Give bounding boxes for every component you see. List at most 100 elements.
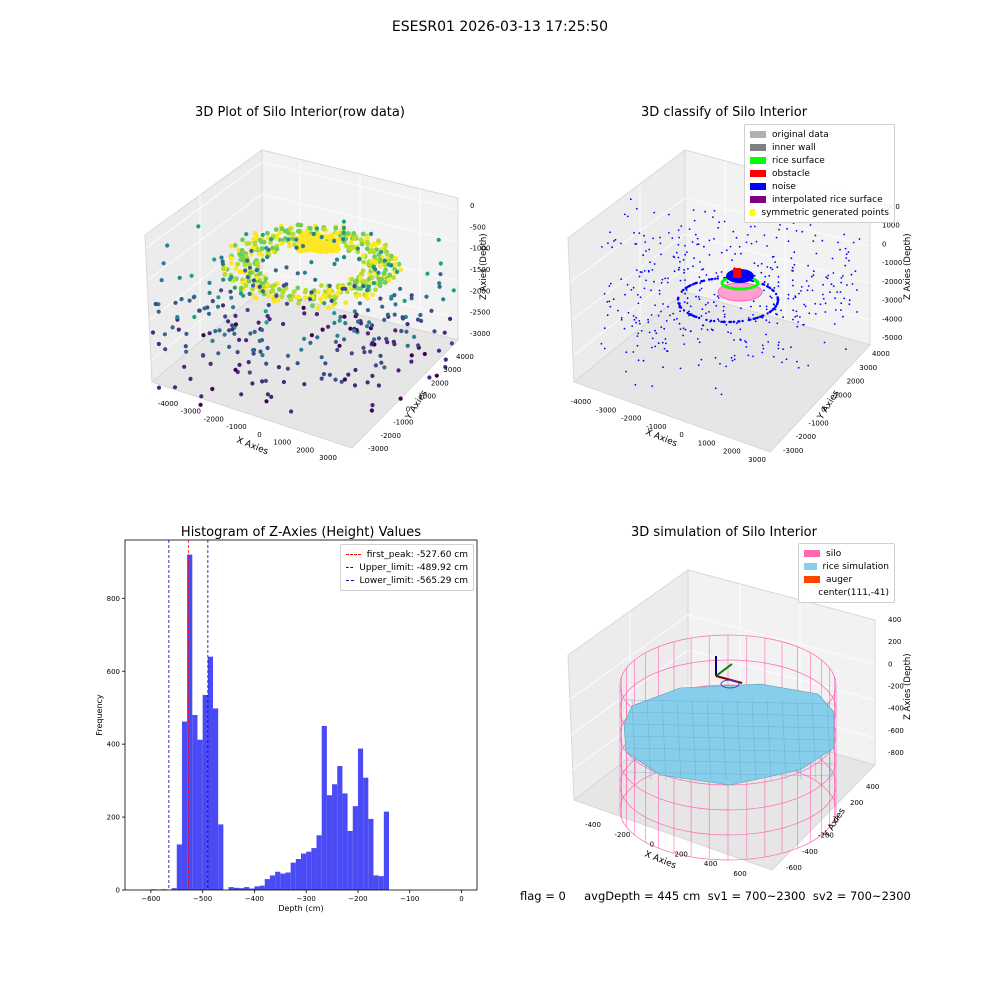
raw-3d-point xyxy=(285,366,290,371)
raw-3d-ytick-label: 4000 xyxy=(456,353,474,361)
raw-3d-point xyxy=(355,249,361,255)
classify-3d-noise-point xyxy=(684,279,686,281)
raw-3d-point xyxy=(352,309,357,314)
classify-3d-noise-point xyxy=(723,313,726,316)
classify-3d-noise-point xyxy=(715,304,718,307)
classify-3d-noise-point xyxy=(716,295,719,297)
legend-swatch-rice-surface xyxy=(750,157,766,164)
simulation-3d-title: 3D simulation of Silo Interior xyxy=(631,525,818,540)
raw-3d-point xyxy=(216,295,221,300)
legend-item-auger: auger xyxy=(804,573,889,586)
classify-3d-noise-point xyxy=(843,233,846,236)
raw-3d-point xyxy=(396,261,402,267)
classify-3d-noise-point xyxy=(669,314,671,317)
classify-3d-noise-point xyxy=(665,342,667,345)
raw-3d-xtick-label: -4000 xyxy=(158,400,178,408)
classify-3d-ytick-label: -3000 xyxy=(783,447,803,455)
classify-3d-noise-point xyxy=(804,305,807,308)
classify-3d-noise-point xyxy=(760,271,763,274)
classify-3d-zlabel: Z Axies (Depth) xyxy=(903,233,913,300)
classify-3d-noise-point xyxy=(777,281,780,284)
raw-3d-point xyxy=(337,343,342,348)
raw-3d-point xyxy=(163,347,168,352)
classify-3d-noise-point xyxy=(653,263,656,265)
classify-3d-noise-point xyxy=(661,341,664,344)
classify-3d-noise-point xyxy=(608,300,611,303)
raw-3d-point xyxy=(437,281,442,286)
legend-item-first-peak: first_peak: -527.60 cm xyxy=(346,548,468,561)
classify-3d-noise-point xyxy=(720,393,723,396)
classify-3d-noise-point xyxy=(713,301,715,304)
classify-3d-noise-point xyxy=(767,341,770,343)
raw-3d-point xyxy=(386,262,391,267)
histogram-bar xyxy=(264,879,270,890)
legend-swatch-symmetric xyxy=(750,209,756,216)
classify-3d-noise-point xyxy=(608,285,611,287)
classify-3d-noise-point xyxy=(799,316,801,318)
raw-3d-point xyxy=(235,350,240,355)
classify-3d-noise-point xyxy=(733,339,735,341)
raw-3d-point xyxy=(302,289,308,295)
raw-3d-point xyxy=(257,284,262,289)
raw-3d-point xyxy=(369,258,375,264)
raw-3d-point xyxy=(304,234,309,240)
classify-3d-noise-point xyxy=(713,238,715,240)
legend-line-lower-limit xyxy=(346,580,354,581)
classify-3d-yticks: -3000 -2000 -1000 0 1000 2000 3000 4000 xyxy=(783,350,890,455)
raw-3d-point xyxy=(385,312,390,317)
raw-3d-point xyxy=(405,343,410,348)
classify-3d-noise-point xyxy=(641,271,643,274)
classify-3d-noise-point xyxy=(714,277,717,280)
classify-3d-noise-point xyxy=(667,277,669,280)
legend-item-center: center(111,-41) xyxy=(804,586,889,599)
raw-3d-point xyxy=(252,242,258,247)
classify-3d-noise-point xyxy=(745,241,748,244)
classify-3d-noise-point xyxy=(763,234,766,237)
raw-3d-point xyxy=(257,237,263,243)
classify-3d-noise-point xyxy=(749,318,752,321)
raw-3d-point xyxy=(252,329,257,334)
classify-3d-noise-point xyxy=(704,303,707,306)
raw-3d-point xyxy=(327,294,333,299)
classify-3d-noise-point xyxy=(834,309,837,311)
raw-3d-point xyxy=(327,288,332,293)
classify-3d-noise-point xyxy=(657,342,660,345)
classify-3d-noise-point xyxy=(794,316,797,318)
classify-3d-obstacle xyxy=(733,268,741,278)
histogram-xticks: −600 −500 −400 −300 −200 −100 0 xyxy=(141,890,464,903)
raw-3d-point xyxy=(342,314,347,319)
raw-3d-point xyxy=(200,353,206,358)
raw-3d-point xyxy=(343,300,349,306)
classify-3d-noise-point xyxy=(662,366,664,369)
classify-3d-noise-point xyxy=(824,311,827,313)
raw-3d-point xyxy=(396,368,401,373)
raw-3d-point xyxy=(223,314,228,319)
raw-3d-point xyxy=(206,311,212,316)
classify-3d-noise-point xyxy=(600,342,603,345)
raw-3d-point xyxy=(416,343,421,348)
histogram-bar xyxy=(181,721,188,890)
classify-3d-noise-point xyxy=(808,312,811,315)
classify-3d-noise-point xyxy=(663,327,666,330)
rice-mesh-line xyxy=(625,699,835,705)
raw-3d-point xyxy=(173,300,178,305)
legend-item-interpolated: interpolated rice surface xyxy=(750,193,889,206)
simulation-3d-ztick-label: -200 xyxy=(888,683,904,691)
raw-3d-point xyxy=(370,403,375,408)
classify-3d-noise-point xyxy=(712,216,714,219)
histogram-xtick-label: −600 xyxy=(141,895,160,903)
raw-3d-point xyxy=(244,241,250,247)
classify-3d-noise-point xyxy=(735,322,738,325)
raw-3d-xlabel: X Axies xyxy=(235,436,270,458)
classify-3d-noise-point xyxy=(658,293,661,295)
raw-3d-point xyxy=(285,353,291,358)
legend-label: center(111,-41) xyxy=(818,587,889,598)
classify-3d-noise-point xyxy=(812,240,815,243)
classify-3d-noise-point xyxy=(648,248,651,251)
raw-3d-point xyxy=(302,311,307,316)
classify-3d-noise-point xyxy=(759,315,762,318)
classify-3d-noise-point xyxy=(607,242,609,245)
raw-3d-point xyxy=(260,353,265,358)
classify-3d-noise-point xyxy=(848,299,851,302)
classify-3d-noise-point xyxy=(686,297,689,300)
